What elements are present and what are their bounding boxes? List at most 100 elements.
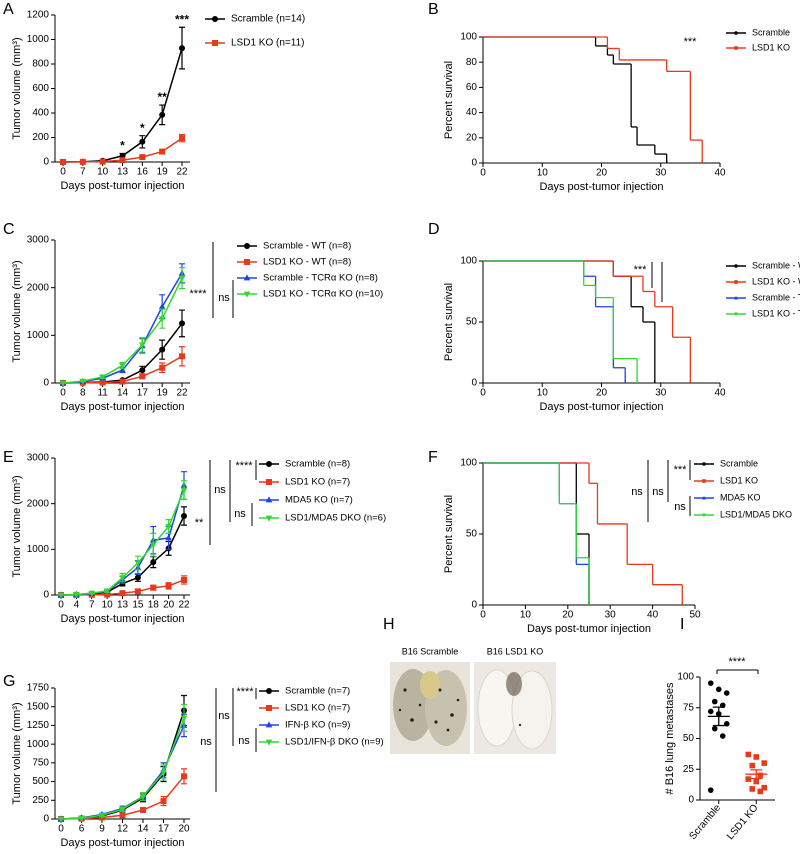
- legend-marker: [244, 243, 250, 249]
- y-tick-label: 600: [32, 83, 49, 94]
- marker: [57, 592, 65, 599]
- y-tick-label: 250: [32, 795, 49, 806]
- legend-label: LSD1/MDA5 DKO (n=6): [285, 513, 386, 524]
- marker: [160, 770, 167, 777]
- y-tick-label: 1000: [27, 330, 50, 341]
- panel-letter: B: [428, 1, 439, 18]
- panel-letter: C: [3, 221, 15, 238]
- significance-label: **: [157, 90, 167, 104]
- marker: [119, 378, 126, 385]
- marker: [745, 776, 752, 782]
- series-line: [62, 322, 183, 384]
- marker: [181, 512, 187, 519]
- comparison-label: ns: [234, 508, 246, 520]
- marker: [59, 380, 67, 387]
- legend-label: LSD1 KO - WT: [752, 276, 800, 286]
- legend-label: MDA5 KO: [720, 492, 761, 502]
- marker: [165, 534, 172, 541]
- y-tick-label: 0: [43, 157, 49, 168]
- x-tick-label: 20: [178, 824, 190, 835]
- y-axis-label: Percent survival: [443, 283, 455, 361]
- x-tick-label: 7: [89, 600, 95, 611]
- x-tick-label: 0: [60, 167, 66, 178]
- x-tick-label: 0: [480, 388, 486, 399]
- y-tick-label: 0: [471, 600, 477, 611]
- y-tick-label: 1000: [27, 544, 50, 555]
- x-tick-label: 11: [97, 388, 108, 399]
- marker: [57, 816, 65, 823]
- marker: [749, 786, 756, 792]
- y-tick-label: 50: [466, 529, 478, 540]
- comparison-label: ns: [238, 735, 250, 747]
- x-tick-label: 13: [117, 600, 129, 611]
- marker: [753, 778, 760, 785]
- y-axis-label: Percent survival: [443, 495, 455, 573]
- legend-label: Scramble - TCRα KO: [752, 292, 800, 302]
- image-caption: B16 LSD1 KO: [487, 646, 544, 656]
- y-tick-label: 1200: [27, 10, 50, 21]
- y-axis-label: # B16 lung metastases: [664, 682, 676, 794]
- y-tick-label: 60: [466, 82, 478, 93]
- panel-letter: F: [428, 449, 438, 466]
- x-tick-label: 30: [655, 168, 667, 179]
- marker: [179, 135, 185, 142]
- comparison-label: ****: [236, 686, 254, 698]
- comparison-label: ****: [189, 288, 207, 300]
- x-tick-label: 22: [176, 167, 188, 178]
- x-tick-label: 10: [102, 600, 114, 611]
- marker: [134, 560, 142, 567]
- x-tick-label: 0: [58, 824, 64, 835]
- x-tick-label: 7: [80, 167, 86, 178]
- marker: [179, 320, 185, 327]
- y-tick-label: 100: [460, 458, 477, 469]
- legend-label: LSD1/MDA5 DKO: [720, 509, 792, 519]
- x-tick-label: 0: [480, 168, 486, 179]
- marker: [98, 812, 106, 819]
- legend-marker: [243, 291, 251, 298]
- y-tick-label: 800: [32, 59, 49, 70]
- y-tick-label: 25: [683, 764, 695, 775]
- marker: [761, 760, 768, 766]
- marker: [158, 303, 166, 310]
- legend-label: IFN-β KO (n=9): [285, 720, 350, 731]
- x-axis-label: Days post-tumor injection: [60, 180, 184, 192]
- y-tick-label: 3000: [27, 235, 50, 246]
- y-tick-label: 100: [460, 32, 477, 43]
- y-tick-label: 40: [466, 107, 478, 118]
- marker: [761, 784, 768, 791]
- comparison-label: ***: [634, 264, 648, 276]
- legend-marker: [244, 259, 250, 265]
- marker: [707, 708, 714, 715]
- y-tick-label: 1750: [27, 683, 50, 694]
- marker: [180, 487, 188, 494]
- legend-marker: [734, 31, 738, 35]
- marker: [139, 794, 147, 801]
- lung-lobe: [420, 671, 440, 699]
- marker: [707, 787, 714, 793]
- y-tick-label: 20: [466, 132, 478, 143]
- y-tick-label: 2000: [27, 498, 50, 509]
- marker: [179, 45, 185, 52]
- image-caption: B16 Scramble: [402, 646, 459, 656]
- legend-marker: [243, 274, 251, 281]
- marker: [757, 788, 764, 795]
- y-tick-label: 750: [32, 757, 49, 768]
- x-tick-label: 20: [596, 168, 608, 179]
- y-tick-label: 50: [683, 733, 695, 744]
- y-tick-label: 1500: [27, 701, 50, 712]
- legend-marker: [212, 16, 218, 22]
- legend-marker: [734, 280, 738, 284]
- marker: [150, 584, 157, 591]
- x-tick-label: 6: [79, 824, 85, 835]
- panel-letter: H: [383, 616, 395, 633]
- marker: [79, 378, 87, 385]
- marker: [140, 807, 146, 814]
- legend-label: Scramble (n=8): [285, 459, 350, 470]
- x-tick-label: 8: [80, 388, 86, 399]
- legend-label: LSD1 KO - TCRα KO (n=10): [263, 289, 383, 300]
- marker: [99, 158, 106, 165]
- x-tick-label: 20: [562, 610, 574, 621]
- legend-label: LSD1/IFN-β DKO (n=9): [285, 737, 384, 748]
- x-tick-label: 0: [58, 600, 64, 611]
- panel-letter: D: [428, 221, 440, 238]
